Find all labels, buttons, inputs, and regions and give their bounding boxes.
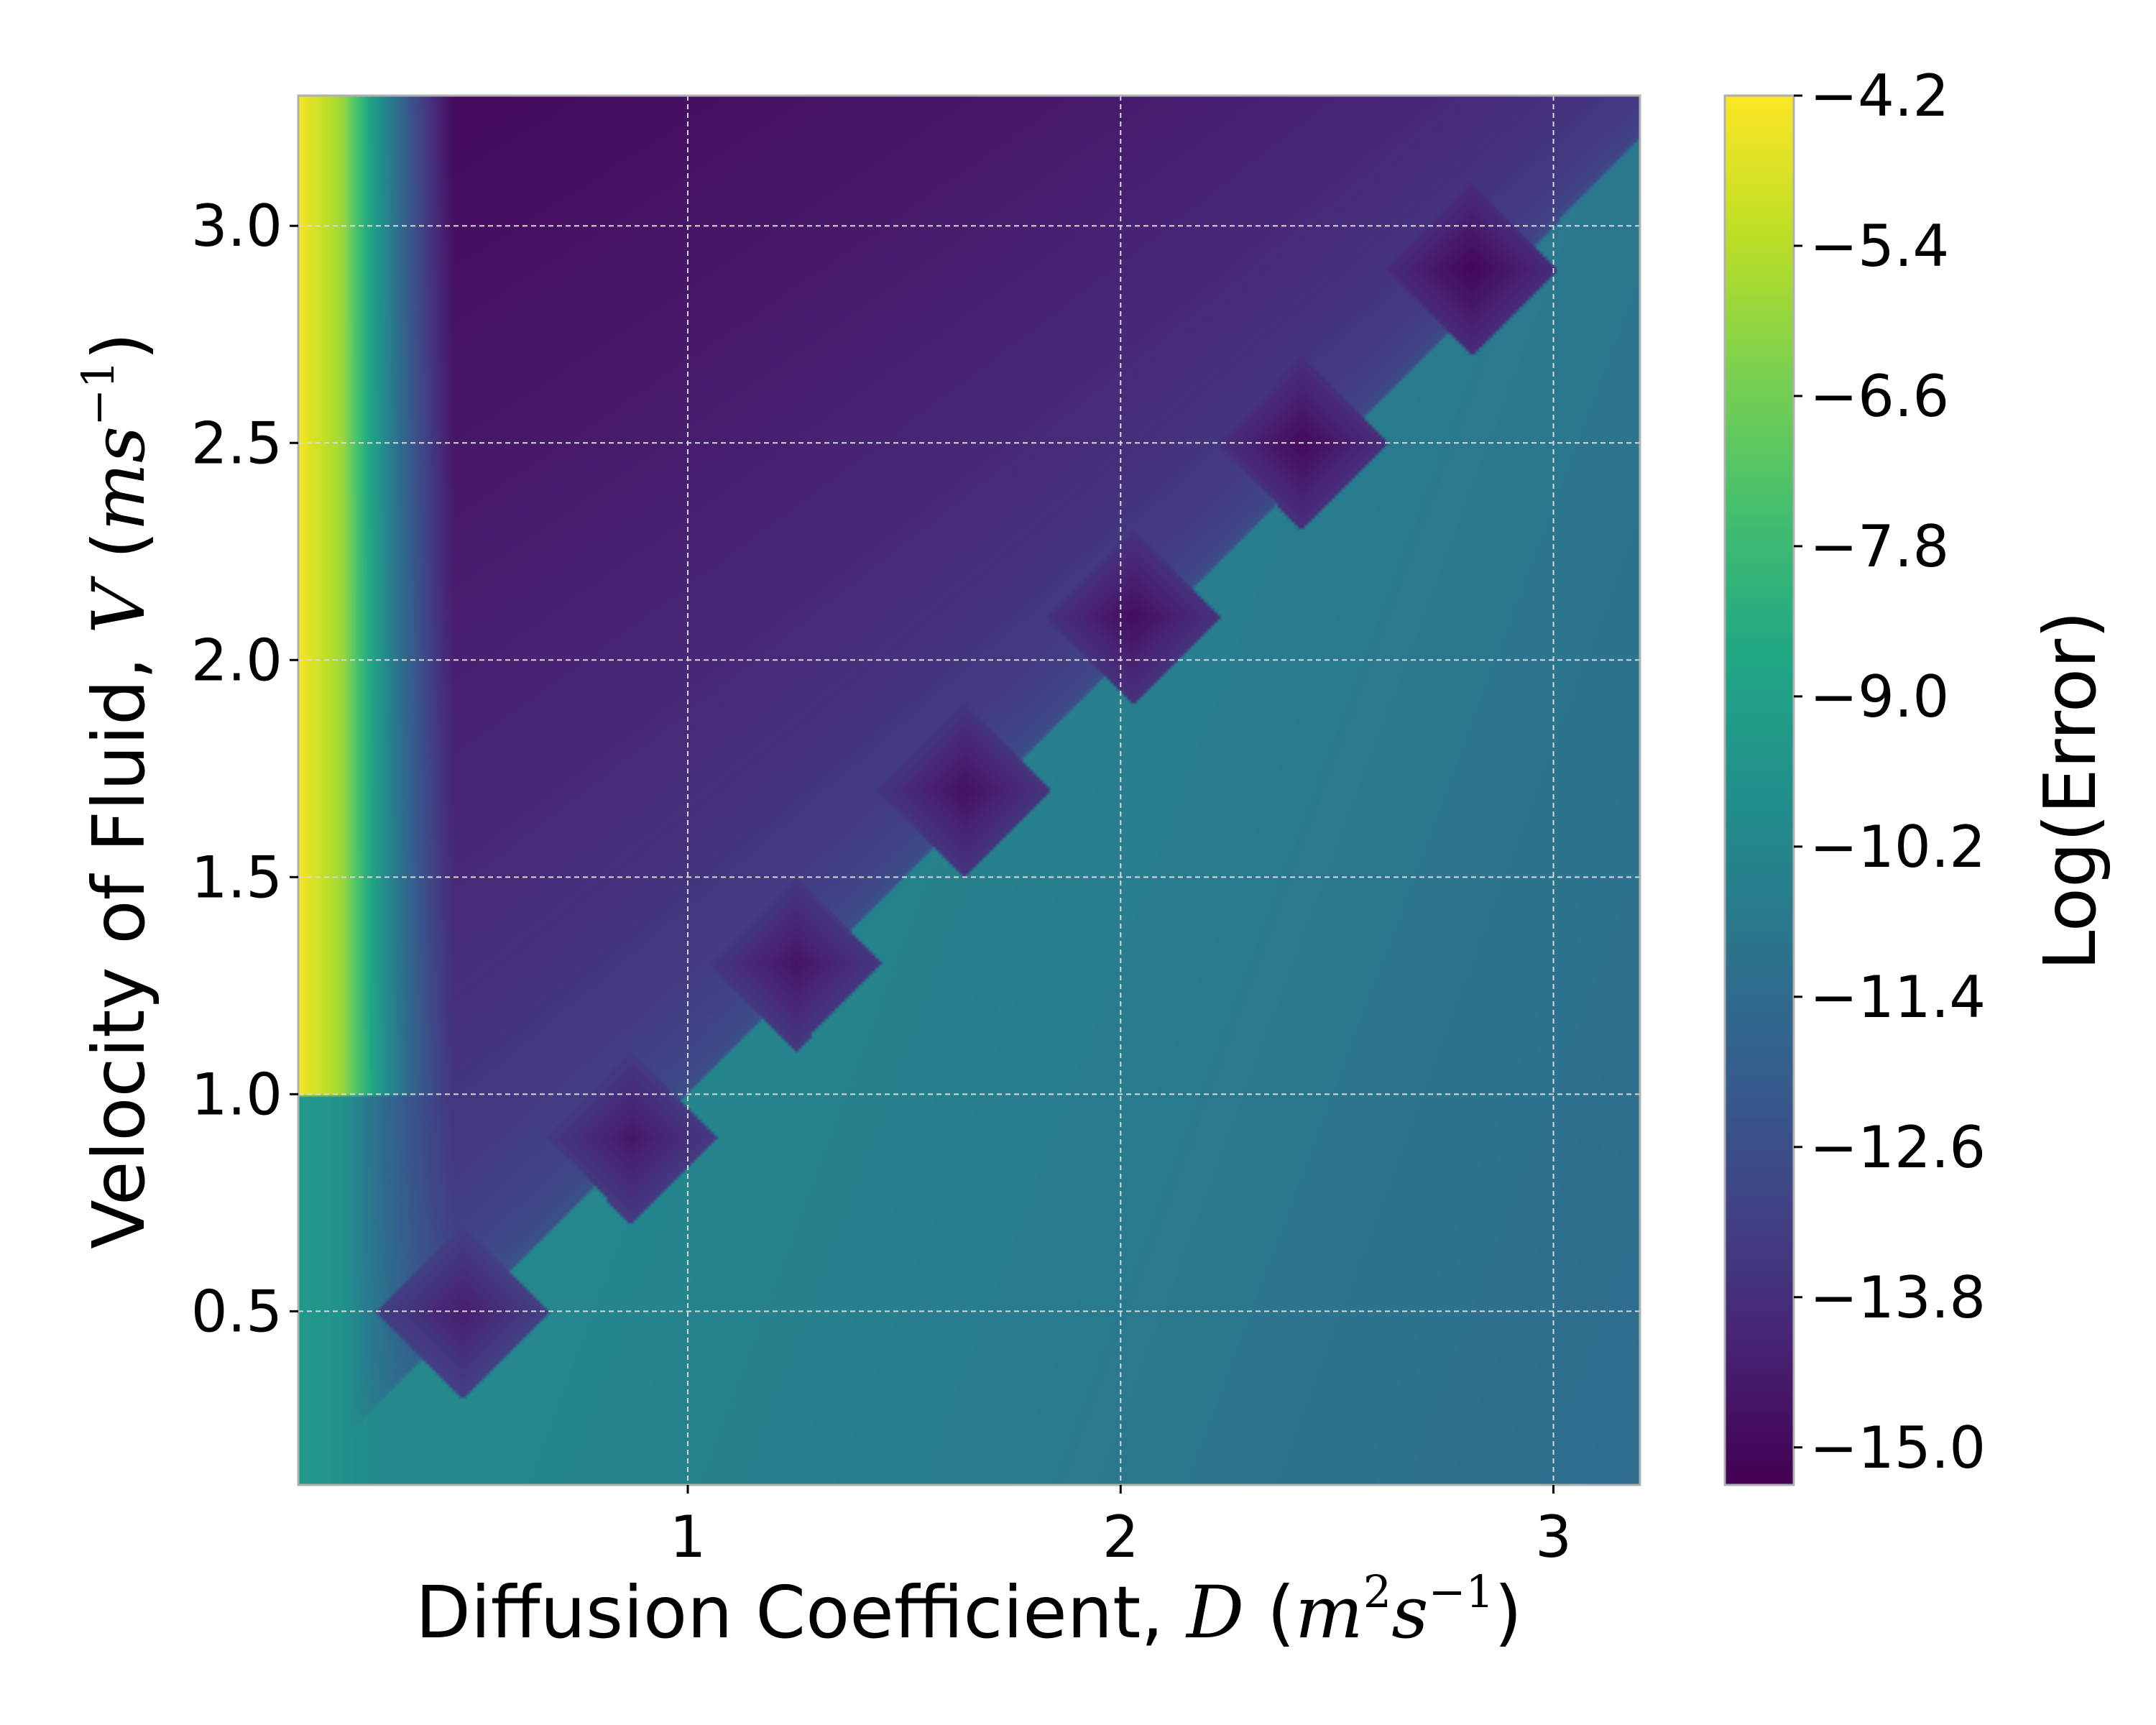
x-axis-symbol: D (1185, 1570, 1244, 1655)
y-tick-label: 1.5 (191, 844, 282, 911)
colorbar (1725, 96, 1794, 1485)
x-axis-label-text: Diffusion Coefficient, (415, 1570, 1164, 1655)
y-axis-label-text: Velocity of Fluid, (77, 657, 161, 1249)
colorbar-tick-label: −4.2 (1810, 63, 1949, 129)
y-axis-symbol: V (77, 576, 161, 634)
y-axis-ticks: 0.5 1.0 1.5 2.0 2.5 3.0 (191, 193, 298, 1345)
x-tick-label: 3 (1535, 1504, 1572, 1570)
colorbar-tick-label: −10.2 (1810, 814, 1986, 880)
colorbar-tick-label: −5.4 (1810, 213, 1949, 280)
colorbar-tick-label: −12.6 (1810, 1114, 1986, 1181)
colorbar-label: Log(Error) (2028, 611, 2112, 970)
y-tick-label: 2.5 (191, 410, 282, 477)
x-axis-unit-base-1: m (1295, 1570, 1363, 1655)
colorbar-ticks: −4.2 −5.4 −6.6 −7.8 −9.0 −10.2 −11.4 −12.6 −13.8… (1794, 63, 1986, 1481)
colorbar-tick-label: −6.6 (1810, 363, 1949, 430)
colorbar-frame (1723, 94, 1795, 1486)
colorbar-tick-label: −7.8 (1810, 513, 1949, 580)
x-tick-label: 2 (1102, 1504, 1139, 1570)
grid-lines (298, 96, 1640, 1485)
y-axis-unit-exp: −1 (72, 360, 124, 426)
colorbar-tick-label: −15.0 (1810, 1414, 1986, 1481)
y-tick-label: 3.0 (191, 193, 282, 259)
y-tick-label: 2.0 (191, 627, 282, 694)
x-axis-unit-exp-2: −1 (1429, 1565, 1494, 1618)
y-axis-label: Velocity of Fluid, V (ms−1) (72, 332, 161, 1248)
x-axis-unit-exp-1: 2 (1363, 1565, 1391, 1618)
y-tick-label: 1.0 (191, 1061, 282, 1128)
plot-frame (297, 94, 1641, 1486)
x-axis-unit-base-2: s (1391, 1570, 1428, 1655)
y-axis-unit-base: ms (77, 426, 161, 531)
x-tick-label: 1 (670, 1504, 706, 1570)
x-axis-label: Diffusion Coefficient, D (m2s−1) (415, 1565, 1522, 1655)
colorbar-tick-label: −9.0 (1810, 663, 1949, 730)
colorbar-tick-label: −13.8 (1810, 1264, 1986, 1331)
y-tick-label: 0.5 (191, 1278, 282, 1345)
heatmap-field (298, 96, 1640, 1485)
x-axis-ticks: 1 2 3 (670, 1485, 1572, 1570)
colorbar-tick-label: −11.4 (1810, 964, 1986, 1031)
